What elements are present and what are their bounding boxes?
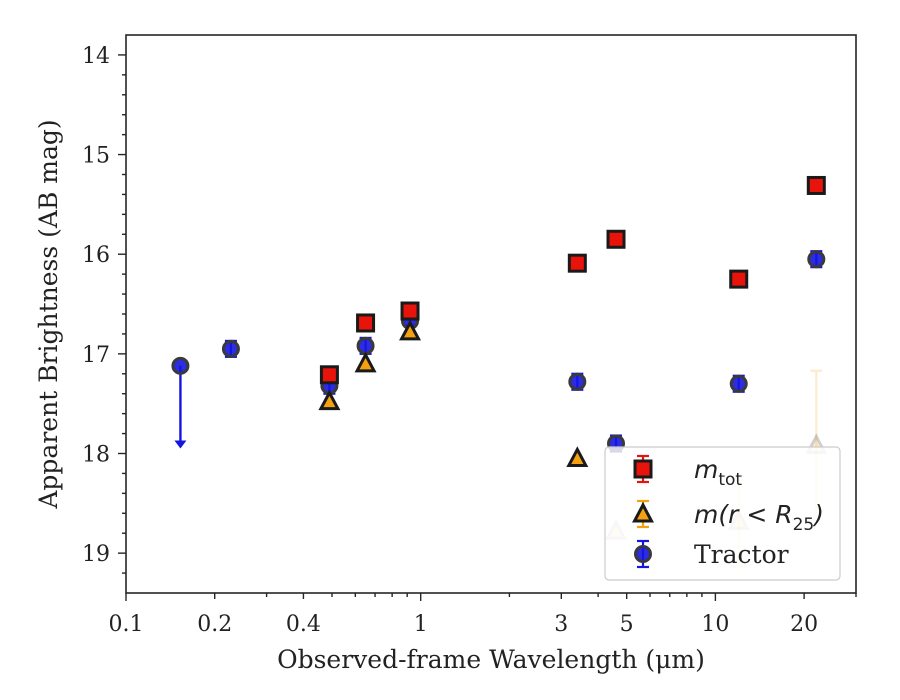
y-tick-label: 19 [82,542,110,567]
legend-label: m(r < R25) [694,500,824,535]
circle-marker [729,374,748,393]
data-point [221,339,240,358]
square-marker [633,459,653,479]
data-point [400,301,420,321]
data-point [729,269,749,289]
square-marker [319,365,339,385]
y-axis-ticks: 14 15 16 17 18 19 [82,44,126,574]
legend-marker [632,501,654,523]
triangle-marker [399,319,422,341]
x-tick-label: 10 [701,612,729,637]
legend-marker [633,459,653,479]
y-tick-label: 17 [82,343,110,368]
data-point [807,250,826,269]
upper-limit-head [174,440,187,449]
circle-marker [356,336,375,355]
x-axis-ticks: 0.1 0.2 0.4 1 3 5 10 20 [109,593,857,637]
square-marker [400,301,420,321]
x-tick-label: 5 [620,612,634,637]
data-point [566,446,589,467]
data-point [356,336,375,355]
circle-marker [221,339,240,358]
triangle-marker [632,501,654,523]
data-point [568,372,587,391]
data-point [319,365,339,385]
triangle-marker [354,351,377,373]
y-tick-label: 14 [82,44,110,69]
circle-marker [568,372,587,391]
circle-marker [171,356,190,375]
y-axis-label: Apparent Brightness (AB mag) [34,119,63,509]
upper-limit-arrow [174,365,187,449]
x-tick-label: 0.2 [197,612,232,637]
data-markers [171,175,828,568]
data-point [399,319,422,341]
circle-marker [807,250,826,269]
y-tick-label: 15 [82,144,110,169]
data-point [606,229,626,249]
square-marker [729,269,749,289]
circle-marker [634,545,652,563]
x-tick-label: 1 [414,612,428,637]
data-point [729,374,748,393]
legend: mtot m(r < R25) Tractor [604,446,841,581]
legend-box [604,446,841,581]
x-tick-label: 3 [554,612,568,637]
x-tick-label: 0.4 [286,612,321,637]
square-marker [606,229,626,249]
y-tick-label: 16 [82,243,110,268]
data-point [806,175,826,195]
data-point [171,356,190,375]
data-point [356,313,376,333]
x-tick-label: 0.1 [109,612,144,637]
x-tick-label: 20 [790,612,818,637]
square-marker [356,313,376,333]
x-axis-label: Observed-frame Wavelength (μm) [277,645,705,674]
data-point [318,389,341,411]
legend-label: Tractor [694,540,789,569]
square-marker [806,175,826,195]
triangle-marker [318,389,341,411]
y-tick-label: 18 [82,443,110,468]
data-point [567,253,587,273]
triangle-marker [566,446,589,467]
legend-label: mtot [694,455,742,490]
legend-marker [634,545,652,563]
square-marker [567,253,587,273]
data-point [354,351,377,373]
